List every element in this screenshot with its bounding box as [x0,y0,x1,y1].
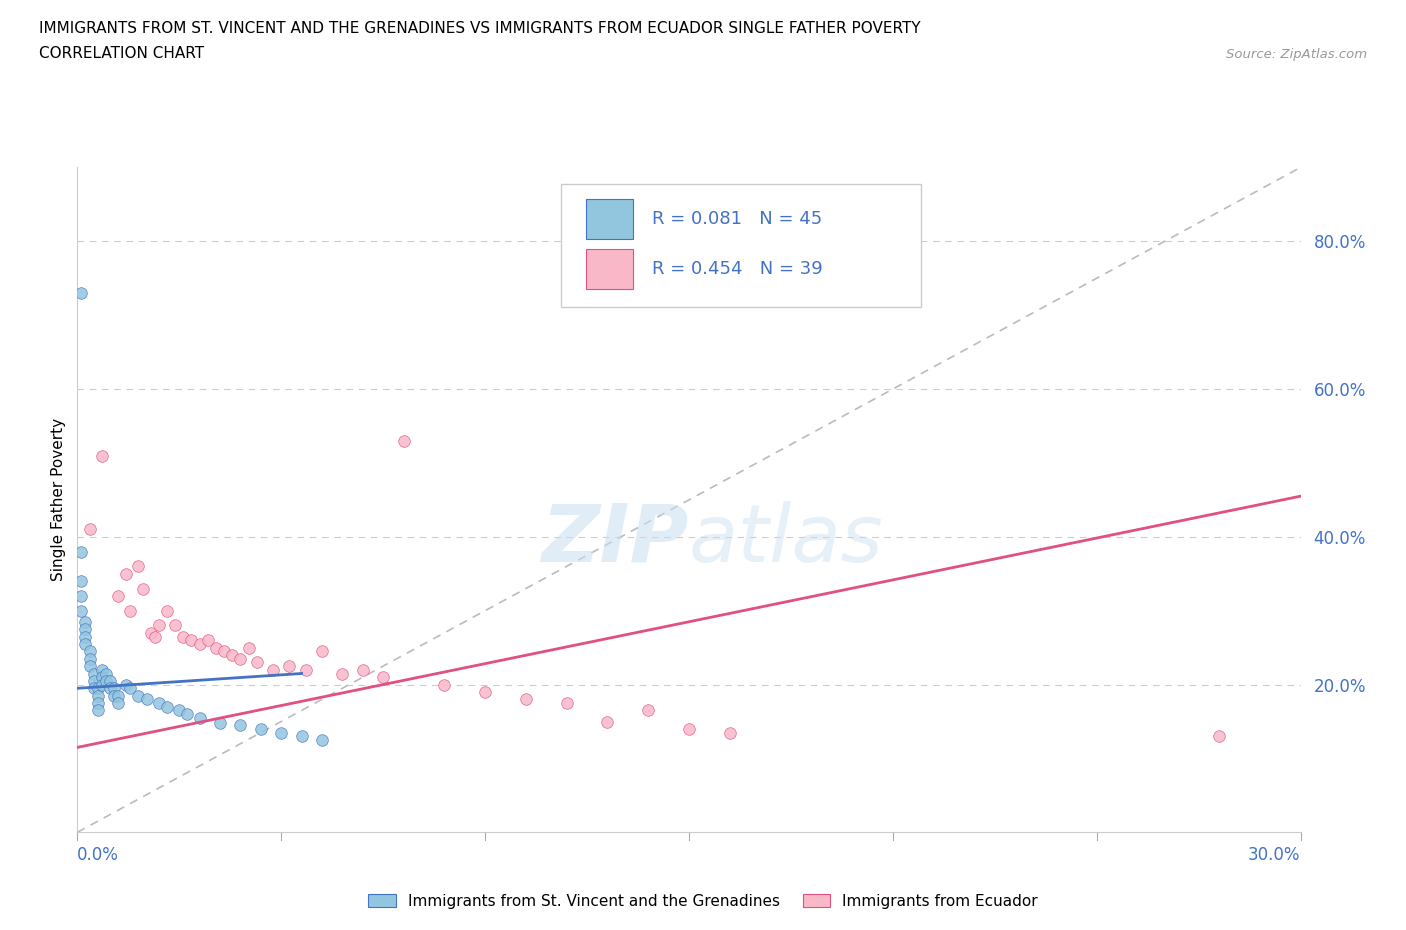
Point [70,604,93,618]
Point [188,636,211,651]
Point [87,696,110,711]
Point [135,692,157,707]
Point [250,722,273,737]
Point [176,707,198,722]
Point [474,684,496,699]
Point [70,574,93,589]
Point [83,673,105,688]
Point [311,733,333,748]
Text: IMMIGRANTS FROM ST. VINCENT AND THE GRENADINES VS IMMIGRANTS FROM ECUADOR SINGLE: IMMIGRANTS FROM ST. VINCENT AND THE GREN… [39,20,921,35]
Text: 30.0%: 30.0% [1249,846,1301,864]
Point [83,666,105,681]
Point [238,640,260,655]
Point [131,581,153,596]
Point [229,651,252,666]
Point [143,629,166,644]
Point [87,703,110,718]
Point [83,681,105,696]
Text: CORRELATION CHART: CORRELATION CHART [39,46,204,60]
Point [294,662,316,677]
Point [156,604,179,618]
Point [75,622,97,637]
Point [90,662,112,677]
Text: ZIP: ZIP [541,500,689,578]
Point [165,618,187,633]
Point [205,640,228,655]
Point [79,651,101,666]
Point [515,692,537,707]
Point [332,666,354,681]
Point [87,681,110,696]
Point [197,632,219,647]
Text: R = 0.081   N = 45: R = 0.081 N = 45 [652,209,823,228]
Point [371,670,394,684]
Point [172,629,194,644]
Point [128,688,150,703]
Point [107,696,129,711]
Point [433,677,456,692]
Point [115,677,138,692]
Y-axis label: Single Father Poverty: Single Father Poverty [51,418,66,581]
Point [75,636,97,651]
Point [678,722,700,737]
Point [107,589,129,604]
Point [270,725,292,740]
Point [221,647,243,662]
Point [107,688,129,703]
Text: atlas: atlas [689,500,884,578]
Point [262,662,284,677]
Point [98,681,121,696]
Point [392,433,415,448]
Point [90,448,112,463]
Point [75,615,97,630]
Point [94,673,117,688]
Text: R = 0.454   N = 39: R = 0.454 N = 39 [652,260,823,278]
Point [79,644,101,658]
Point [70,589,93,604]
Point [70,544,93,559]
Point [246,655,269,670]
Point [98,673,121,688]
Point [103,688,125,703]
Point [278,658,301,673]
Point [115,566,138,581]
Point [90,677,112,692]
Point [148,618,170,633]
Point [352,662,374,677]
FancyBboxPatch shape [561,184,921,307]
Point [128,559,150,574]
Point [212,644,235,658]
Bar [586,249,633,289]
Point [291,729,314,744]
Point [311,644,333,658]
Point [94,666,117,681]
Point [229,718,252,733]
Point [90,670,112,684]
Point [120,681,142,696]
Point [120,604,142,618]
Point [148,696,170,711]
Point [637,703,659,718]
Point [156,699,179,714]
Point [169,703,191,718]
Point [87,688,110,703]
Point [79,522,101,537]
Point [103,681,125,696]
Point [70,286,93,300]
Legend: Immigrants from St. Vincent and the Grenadines, Immigrants from Ecuador: Immigrants from St. Vincent and the Gren… [361,887,1045,915]
Point [139,626,162,641]
Point [188,711,211,725]
Bar [586,199,633,239]
Text: Source: ZipAtlas.com: Source: ZipAtlas.com [1226,47,1367,60]
Point [180,632,202,647]
Point [75,629,97,644]
Point [718,725,741,740]
Point [555,696,578,711]
Point [209,715,232,730]
Point [596,714,619,729]
Point [79,658,101,673]
Point [1208,729,1230,744]
Text: 0.0%: 0.0% [77,846,120,864]
